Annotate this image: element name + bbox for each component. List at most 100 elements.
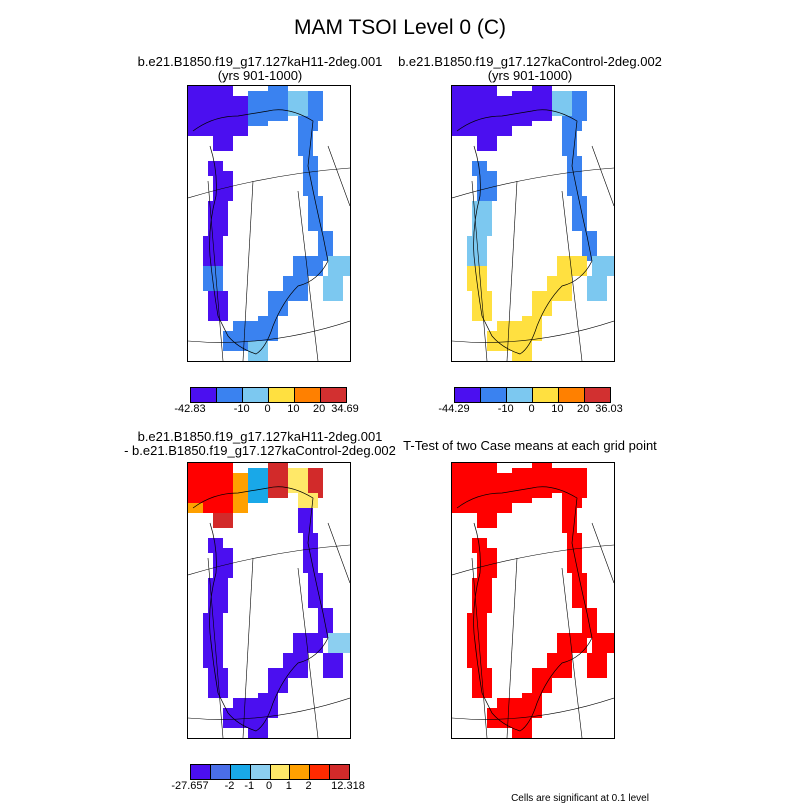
colorbar-tick-label: 20 [313, 403, 326, 415]
coastline [456, 109, 593, 355]
grid-cells [452, 86, 614, 361]
grid-cell [487, 708, 512, 728]
map-difference-svg [188, 463, 350, 738]
colorbar-swatch [191, 388, 217, 402]
map-case1-svg [188, 86, 350, 361]
grid-cell [532, 463, 552, 498]
panel2-title-line2: (yrs 901-1000) [487, 68, 573, 83]
grid-cell [467, 266, 487, 291]
panel2-title: b.e21.B1850.f19_g17.127kaControl-2deg.00… [380, 55, 680, 83]
colorbar-swatch [330, 765, 349, 779]
colorbar-swatch [210, 765, 231, 779]
grid-cell [477, 136, 497, 151]
grid-cell [208, 668, 228, 698]
grid-cell [552, 468, 572, 493]
latitude-arc [188, 320, 350, 343]
colorbar-swatch [295, 388, 321, 402]
colorbar-tick-label: 0 [528, 403, 535, 415]
grid-cell [572, 573, 587, 608]
grid-cell [323, 276, 343, 301]
grid-cell [467, 643, 487, 668]
panel4-title-line1: T-Test of two Case means at each grid po… [403, 438, 657, 453]
latitude-arc [452, 167, 614, 199]
colorbar-tick-label: 36.03 [595, 403, 623, 415]
grid-cell [248, 341, 268, 361]
colorbar-swatch [250, 765, 271, 779]
colorbar-tick-label: 10 [287, 403, 300, 415]
grid-cell [582, 231, 597, 261]
meridian-line [242, 557, 254, 738]
grid-cell [587, 653, 607, 678]
grid-cell [472, 291, 492, 321]
colorbar-swatch [321, 388, 346, 402]
latitude-arc [452, 544, 614, 576]
grid-cell [293, 256, 323, 276]
colorbar-swatch [310, 765, 331, 779]
meridian-line [561, 190, 583, 361]
latitude-arc [188, 544, 350, 576]
colorbar-swatch [559, 388, 585, 402]
grid-cell [532, 668, 552, 693]
grid-cell [298, 131, 313, 156]
grid-cell [308, 468, 323, 498]
grid-cell [557, 256, 587, 276]
grid-cell [298, 508, 313, 533]
grid-cell [318, 231, 333, 261]
meridian-line [327, 145, 350, 207]
panel3-title: b.e21.B1850.f19_g17.127kaH11-2deg.001 - … [110, 430, 410, 458]
grid-cell [308, 196, 323, 231]
grid-cell [203, 266, 223, 291]
figure-title: MAM TSOI Level 0 (C) [294, 16, 506, 39]
grid-cell [318, 608, 333, 638]
colorbar-tick-label: -10 [233, 403, 250, 415]
grid-cell [328, 633, 350, 653]
grid-cell [472, 668, 492, 698]
colorbar-swatch [533, 388, 559, 402]
meridian-line [242, 180, 254, 361]
colorbar-case1 [190, 387, 347, 403]
grid-cell [497, 473, 512, 513]
grid-cell [213, 513, 233, 528]
grid-cell [303, 533, 318, 573]
grid-cell [562, 508, 577, 533]
grid-cell [587, 276, 607, 301]
grid-cell [203, 613, 223, 643]
grid-cell [572, 91, 587, 121]
colorbar-tick-label: 1 [285, 780, 292, 792]
map-case2-svg [452, 86, 614, 361]
grid-cell [233, 96, 248, 136]
grid-cell [288, 91, 308, 116]
latitude-arc [452, 320, 614, 343]
grid-cell [497, 96, 512, 136]
grid-cell [512, 341, 532, 361]
grid-cell [562, 493, 582, 508]
grid-cell [268, 86, 288, 121]
colorbar-tick-label: 0 [264, 403, 271, 415]
panel1-title-line1: b.e21.B1850.f19_g17.127kaH11-2deg.001 [137, 54, 383, 69]
grid-cell [248, 468, 268, 503]
colorbar-tick-label: -10 [497, 403, 514, 415]
colorbar-tick-label: 10 [551, 403, 564, 415]
grid-cell [288, 468, 308, 493]
grid-cell [208, 291, 228, 321]
grid-cell [268, 668, 288, 693]
grid-cell [592, 633, 614, 653]
grid-cell [482, 563, 497, 578]
grid-cells [188, 463, 350, 738]
grid-cell [487, 331, 512, 351]
colorbar-swatch [243, 388, 269, 402]
grid-cell [452, 503, 467, 513]
grid-cell [532, 86, 552, 121]
grid-cell [562, 116, 582, 131]
grid-cell [218, 186, 233, 201]
grid-cell [482, 186, 497, 201]
colorbar-swatch [270, 765, 291, 779]
panel2-title-line1: b.e21.B1850.f19_g17.127kaControl-2deg.00… [398, 54, 662, 69]
meridian-line [506, 557, 518, 738]
colorbar-swatch [455, 388, 481, 402]
colorbar-tick-label: -44.29 [438, 403, 470, 415]
grid-cell [582, 608, 597, 638]
meridian-line [297, 567, 319, 738]
colorbar-tick-label: 12.318 [331, 780, 365, 792]
colorbar-swatch [481, 388, 507, 402]
